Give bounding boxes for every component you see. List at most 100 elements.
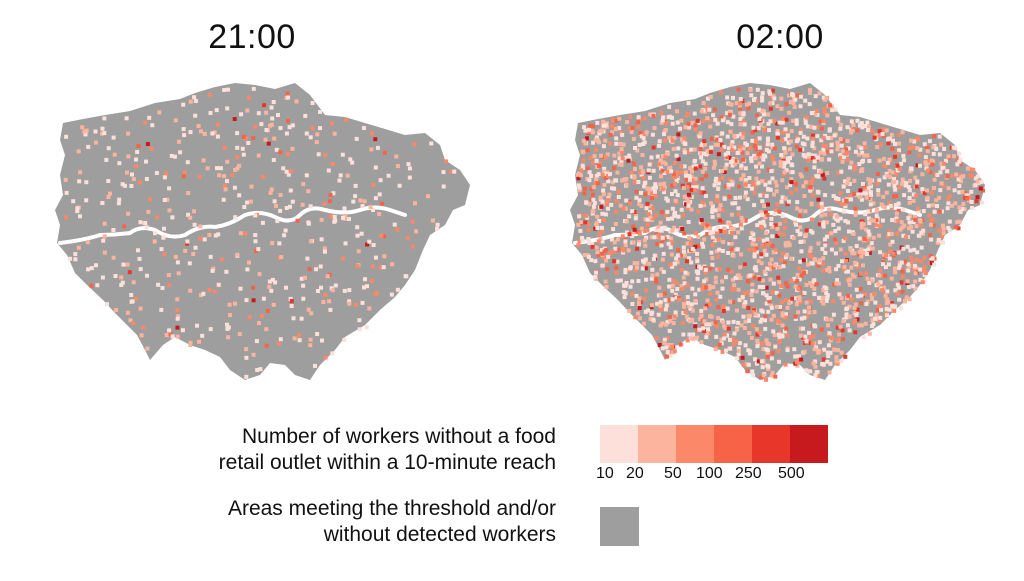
area-cell xyxy=(705,223,710,228)
area-cell xyxy=(192,209,196,214)
area-cell xyxy=(112,152,117,157)
area-cell xyxy=(138,306,143,311)
area-cell xyxy=(662,340,667,345)
area-cell xyxy=(595,164,600,169)
area-cell xyxy=(716,186,721,191)
area-cell xyxy=(759,308,764,313)
area-cell xyxy=(696,269,700,274)
area-cell xyxy=(958,209,963,214)
area-cell xyxy=(128,318,133,323)
area-cell xyxy=(827,266,832,270)
area-cell xyxy=(281,166,286,171)
area-cell xyxy=(662,190,666,195)
area-cell xyxy=(720,349,725,354)
area-cell xyxy=(595,181,600,186)
area-cell xyxy=(911,267,916,272)
area-cell xyxy=(719,341,724,346)
area-cell xyxy=(576,183,581,188)
area-cell xyxy=(870,129,875,134)
area-cell xyxy=(670,192,674,196)
area-cell xyxy=(741,304,746,309)
area-cell xyxy=(866,125,871,130)
area-cell xyxy=(808,90,813,95)
area-cell xyxy=(816,373,820,378)
area-cell xyxy=(868,178,873,183)
area-cell xyxy=(256,153,261,158)
area-cell xyxy=(277,341,281,346)
area-cell xyxy=(862,153,867,158)
area-cell xyxy=(343,241,348,246)
area-cell xyxy=(754,246,759,251)
area-cell xyxy=(878,315,883,320)
area-cell xyxy=(710,204,715,209)
area-cell xyxy=(833,251,838,256)
area-cell xyxy=(143,221,148,225)
area-cell xyxy=(597,164,602,168)
area-cell xyxy=(914,257,919,262)
area-cell xyxy=(156,282,161,287)
area-cell xyxy=(138,267,143,272)
area-cell xyxy=(623,291,628,296)
area-cell xyxy=(975,195,980,200)
area-cell xyxy=(864,302,869,306)
area-cell xyxy=(674,295,679,300)
area-cell xyxy=(764,338,769,343)
area-cell xyxy=(838,216,843,221)
area-cell xyxy=(587,202,592,207)
area-cell xyxy=(147,115,152,120)
area-cell xyxy=(785,133,790,138)
area-cell xyxy=(792,276,797,281)
area-cell xyxy=(649,312,654,317)
area-cell xyxy=(684,173,688,178)
area-cell xyxy=(162,252,167,257)
area-cell xyxy=(269,187,274,192)
area-cell xyxy=(821,224,826,229)
area-cell xyxy=(717,267,722,272)
area-cell xyxy=(712,159,717,164)
area-cell xyxy=(810,155,815,160)
area-cell xyxy=(805,124,810,129)
area-cell xyxy=(304,173,309,178)
area-cell xyxy=(846,146,851,151)
area-cell xyxy=(801,134,806,139)
area-cell xyxy=(680,321,685,326)
area-cell xyxy=(130,172,134,177)
area-cell xyxy=(834,241,839,246)
area-cell xyxy=(792,347,797,352)
area-cell xyxy=(284,285,288,290)
area-cell xyxy=(710,256,715,260)
area-cell xyxy=(681,302,686,307)
area-cell xyxy=(789,278,794,283)
area-cell xyxy=(794,360,799,365)
area-cell xyxy=(765,341,770,346)
area-cell xyxy=(612,186,617,191)
area-cell xyxy=(932,262,937,267)
area-cell xyxy=(953,201,958,206)
area-cell xyxy=(641,250,646,255)
area-cell xyxy=(642,116,647,121)
area-cell xyxy=(188,99,193,104)
area-cell xyxy=(931,223,936,228)
area-cell xyxy=(622,295,627,300)
area-cell xyxy=(866,247,871,252)
area-cell xyxy=(233,215,238,220)
area-cell xyxy=(817,222,822,227)
area-cell xyxy=(903,299,907,304)
area-cell xyxy=(777,359,781,364)
area-cell xyxy=(650,191,655,196)
area-cell xyxy=(867,181,872,186)
area-cell xyxy=(591,197,596,202)
area-cell xyxy=(751,310,756,314)
area-cell xyxy=(813,94,818,99)
area-cell xyxy=(700,241,705,246)
area-cell xyxy=(731,95,735,100)
area-cell xyxy=(275,219,280,224)
area-cell xyxy=(914,193,919,198)
area-cell xyxy=(809,254,814,259)
area-cell xyxy=(611,227,616,232)
area-cell xyxy=(157,110,162,115)
area-cell xyxy=(855,307,860,312)
area-cell xyxy=(726,251,731,255)
area-cell xyxy=(187,261,192,266)
area-cell xyxy=(751,125,756,130)
